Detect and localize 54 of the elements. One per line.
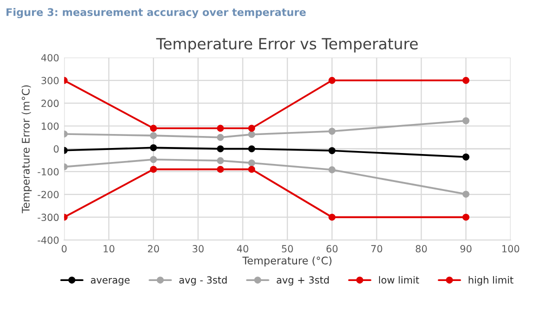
y-tick-label: 400 xyxy=(41,54,59,62)
point xyxy=(462,76,470,84)
y-tick-label: 200 xyxy=(41,100,59,108)
legend-label: low limit xyxy=(379,276,420,284)
x-tick-label: 20 xyxy=(148,245,159,252)
point xyxy=(150,156,157,163)
point xyxy=(328,166,336,174)
x-tick-label: 0 xyxy=(62,245,67,252)
point xyxy=(150,166,157,173)
legend-label: avg + 3std xyxy=(276,276,329,286)
x-axis-title: Temperature (°C) xyxy=(242,256,332,266)
legend-label: avg - 3std xyxy=(179,276,227,286)
legend-label: high limit xyxy=(468,276,514,286)
point xyxy=(216,145,224,152)
y-tick-label: 0 xyxy=(54,145,59,153)
point xyxy=(462,190,470,198)
point xyxy=(248,130,256,138)
point xyxy=(216,134,224,141)
point xyxy=(150,144,157,152)
point xyxy=(328,147,336,154)
y-tick-label: 300 xyxy=(41,76,59,84)
y-axis-title: Temperature Error (m°C) xyxy=(22,85,32,214)
x-tick-label: 70 xyxy=(371,245,382,252)
x-tick-label: 50 xyxy=(282,245,293,252)
point xyxy=(462,154,470,160)
point xyxy=(462,214,470,221)
y-tick-label: -100 xyxy=(38,168,59,176)
y-tick-label: -300 xyxy=(38,214,59,222)
y-tick-label: -200 xyxy=(38,190,59,198)
legend-label: average xyxy=(90,278,130,286)
x-tick-label: 60 xyxy=(326,245,338,252)
chart-title: Temperature Error vs Temperature xyxy=(156,38,418,52)
point xyxy=(462,117,470,124)
y-tick-label: 100 xyxy=(42,122,59,130)
point xyxy=(248,166,256,173)
point xyxy=(216,124,224,132)
x-tick-label: 90 xyxy=(460,245,472,252)
point xyxy=(328,214,336,221)
point xyxy=(248,145,256,152)
x-tick-label: 40 xyxy=(237,245,248,252)
point xyxy=(216,157,224,164)
x-tick-label: 30 xyxy=(192,245,204,252)
point xyxy=(150,124,157,132)
point xyxy=(328,128,336,135)
point xyxy=(150,132,157,140)
caption: Figure 3: measurement accuracy over temperature xyxy=(6,8,306,18)
x-tick-label: 80 xyxy=(416,245,427,252)
point xyxy=(248,159,256,166)
x-tick-label: 10 xyxy=(104,245,114,252)
point xyxy=(328,76,336,84)
point xyxy=(248,124,256,132)
point xyxy=(216,166,224,173)
y-tick-label: -400 xyxy=(38,236,59,244)
x-tick-label: 100 xyxy=(502,245,520,252)
